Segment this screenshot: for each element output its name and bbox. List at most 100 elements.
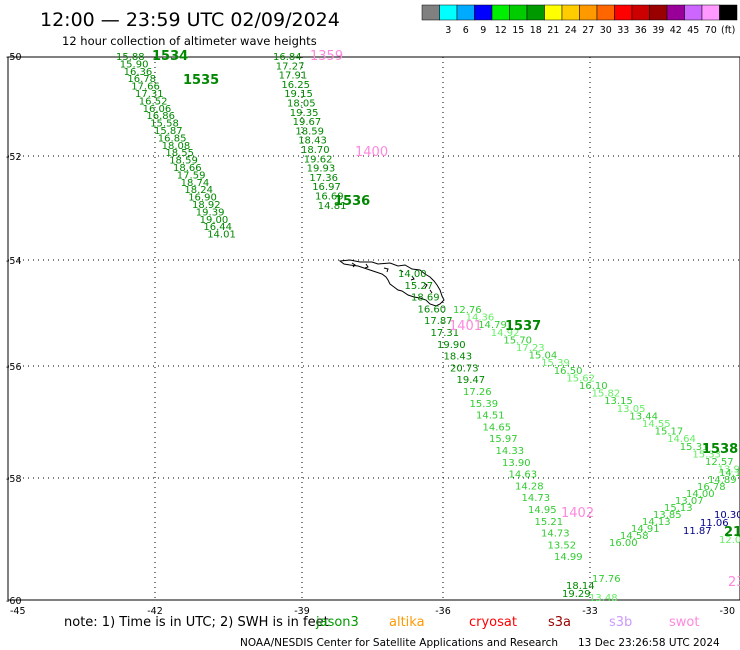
legend-swatch — [544, 4, 563, 21]
legend-tick-label: 6 — [463, 25, 469, 36]
swh-value: 19.15 — [284, 89, 313, 100]
track-label-1402: 1402 — [561, 506, 594, 521]
swh-value: 13.44 — [629, 411, 658, 422]
swh-value: 14.33 — [496, 446, 525, 457]
swh-value: 18.55 — [165, 148, 194, 159]
swh-value: 14.99 — [554, 552, 583, 563]
swh-value: 13.52 — [548, 540, 577, 551]
swh-value: 18.69 — [411, 293, 440, 304]
legend-tick-label: 15 — [512, 25, 524, 36]
swh-value: 15.04 — [529, 351, 558, 362]
swh-value: 19.90 — [437, 340, 466, 351]
legend-tick-label: 21 — [547, 25, 559, 36]
swh-value: 16.78 — [697, 482, 726, 493]
value-label: 11.06 — [700, 518, 729, 529]
swh-value: 14.55 — [642, 419, 671, 430]
lat-tick-label: -54 — [6, 256, 22, 267]
swh-value: 16.44 — [203, 222, 232, 233]
swh-value: 15.33 — [692, 449, 721, 460]
swh-value: 15.62 — [566, 373, 595, 384]
track-label-1535: 1535 — [183, 73, 219, 88]
satellite-name: s3b — [609, 615, 632, 630]
legend-tick-label: 30 — [600, 25, 612, 36]
swh-value: 16.90 — [188, 193, 217, 204]
timestamp: 13 Dec 23:26:58 UTC 2024 — [578, 637, 720, 649]
legend-swatch — [474, 4, 493, 21]
legend-swatch — [719, 4, 738, 21]
swh-value: 16.00 — [609, 538, 638, 549]
legend-swatch — [579, 4, 598, 21]
swh-value: 17.66 — [131, 82, 160, 93]
swh-value: 19.67 — [293, 117, 322, 128]
swh-value: 13.07 — [675, 496, 704, 507]
legend-tick-label: 12 — [495, 25, 507, 36]
swh-value: 15.31 — [680, 442, 709, 453]
swh-value: 14.01 — [207, 230, 236, 241]
swh-value: 18.08 — [162, 141, 191, 152]
legend-unit: (ft) — [721, 25, 735, 36]
value-label: 11.87 — [683, 526, 712, 537]
lon-tick-label: -39 — [294, 606, 310, 617]
swh-value: 15.39 — [541, 358, 570, 369]
south-georgia-island — [338, 259, 445, 307]
track-id-labels: 1534 1535 1359 1400 1536 1401 1537 1538 … — [152, 49, 740, 590]
swh-value: 17.27 — [276, 61, 305, 72]
swh-value: 19.35 — [290, 108, 319, 119]
legend-swatch — [456, 4, 475, 21]
legend-tick-label: 45 — [687, 25, 699, 36]
lat-tick-label: -56 — [6, 362, 22, 373]
lon-tick-label: -42 — [147, 606, 163, 617]
value-label: 13.48 — [589, 593, 618, 604]
axis-labels: -50 -52 -54 -56 -58 -60-45 -42 -39 -36 -33 -30 — [6, 52, 735, 617]
legend-swatch — [526, 4, 545, 21]
swh-value: 15.97 — [489, 434, 518, 445]
legend-swatch — [649, 4, 668, 21]
swh-value: 18.66 — [173, 163, 202, 174]
swh-value: 13.9 — [718, 465, 740, 476]
swh-value: 14.89 — [708, 475, 737, 486]
swh-value: 15.21 — [535, 517, 564, 528]
swh-value: 14.92 — [491, 328, 520, 339]
swh-value: 14.91 — [631, 524, 660, 535]
satellite-name: s3a — [548, 615, 571, 630]
swh-value: 15.39 — [470, 399, 499, 410]
swh-value: 17.31 — [135, 89, 164, 100]
satellite-name: swot — [669, 615, 699, 630]
legend-swatch — [701, 4, 720, 21]
legend-tick-label: 27 — [582, 25, 594, 36]
swh-value: 14.13 — [642, 517, 671, 528]
track-label-1400: 1400 — [355, 145, 388, 160]
legend-swatch — [421, 4, 440, 21]
swh-value: 14.00 — [686, 489, 715, 500]
swh-value: 13.85 — [653, 510, 682, 521]
track-values: 15.8815.9016.3616.7817.6617.3116.5216.06… — [116, 52, 740, 563]
legend-swatch — [509, 4, 528, 21]
swh-value: 18.05 — [287, 99, 316, 110]
lon-tick-label: -45 — [10, 606, 26, 617]
swh-value: 15.87 — [154, 126, 183, 137]
swh-value: 16.85 — [158, 133, 187, 144]
satellite-legend: jason3 altika cryosat s3a s3b swot — [315, 615, 699, 630]
swh-value: 18.70 — [301, 145, 330, 156]
swh-value: 14.64 — [667, 434, 696, 445]
map-frame — [7, 56, 740, 601]
satellite-name: jason3 — [315, 615, 359, 630]
satellite-name: altika — [389, 615, 425, 630]
swh-value: 16.50 — [554, 366, 583, 377]
value-label: 18.14 — [566, 581, 595, 592]
swh-value: 18.74 — [181, 178, 210, 189]
track-label-21: 21 — [724, 525, 740, 540]
track-label-1537: 1537 — [505, 319, 541, 334]
swh-value: 16.25 — [281, 80, 310, 91]
swh-value: 15.70 — [503, 335, 532, 346]
legend-swatch — [561, 4, 580, 21]
swh-value: 17.59 — [177, 170, 206, 181]
legend-swatch — [596, 4, 615, 21]
legend-swatch — [439, 4, 458, 21]
swh-value: 14.79 — [478, 320, 507, 331]
legend-tick-label: 33 — [617, 25, 629, 36]
swh-value: 20.73 — [450, 363, 479, 374]
swh-value: 17.23 — [516, 343, 545, 354]
page-title: 12:00 — 23:59 UTC 02/09/2024 — [40, 9, 340, 31]
legend-tick-label: 39 — [652, 25, 664, 36]
